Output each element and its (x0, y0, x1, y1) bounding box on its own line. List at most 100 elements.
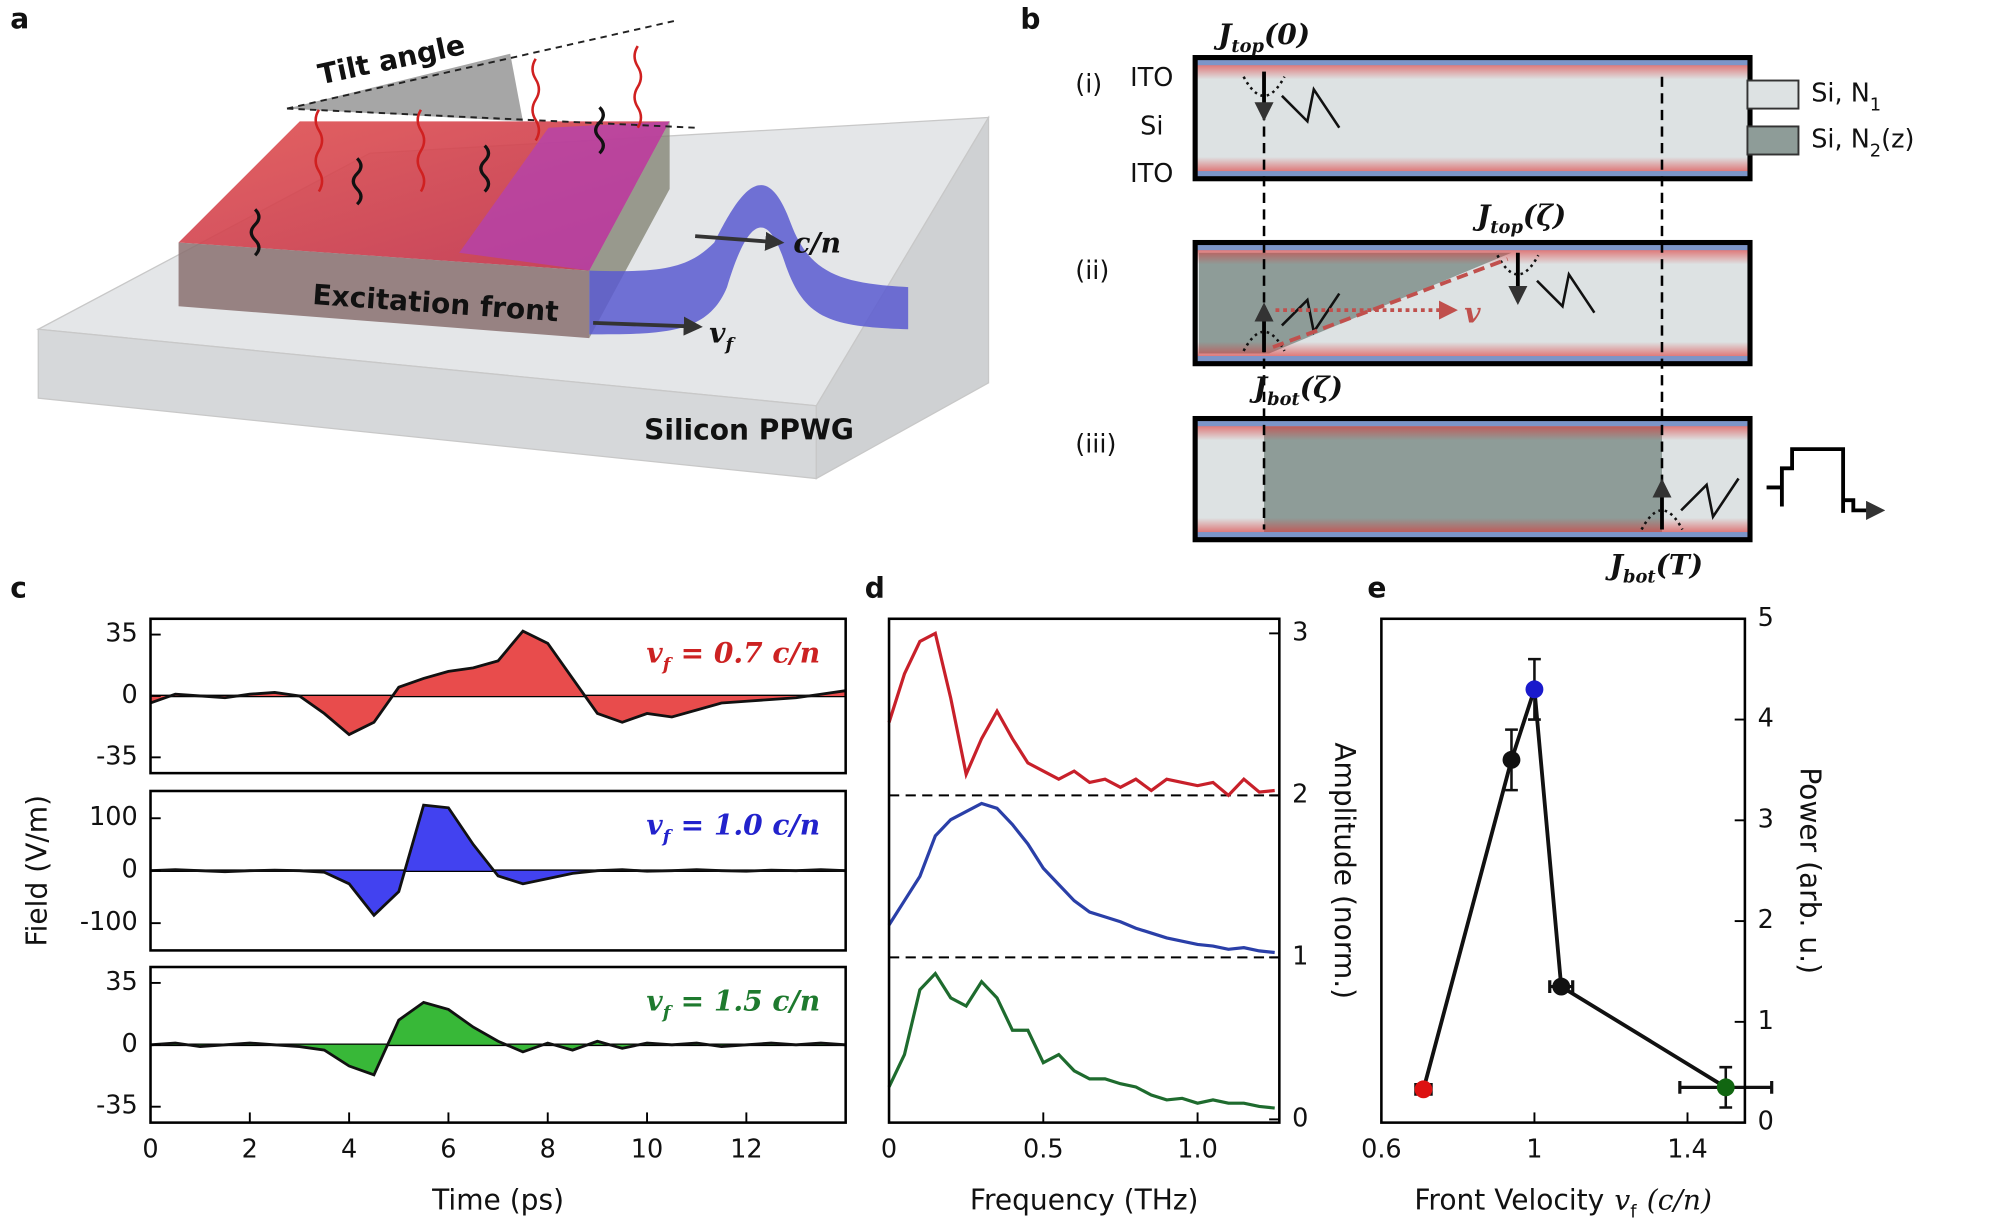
arg: (T) (1656, 548, 1703, 581)
x-tick-label: 0.5 (1023, 1135, 1064, 1165)
y-tick-label: 0 (1758, 1107, 1774, 1137)
layer-label: ITO (1130, 159, 1173, 189)
symbol: J (1472, 199, 1492, 232)
arg: (0) (1264, 17, 1310, 50)
speed-label: c/n (793, 227, 841, 260)
y-tick-label: 1 (1292, 941, 1308, 971)
y-axis-label: Field (V/m) (20, 795, 53, 947)
current-label: Jbot(T) (1605, 548, 1703, 587)
point (1414, 1080, 1433, 1099)
symbol: J (1249, 371, 1269, 404)
y-tick-label: 0 (122, 855, 138, 885)
trace-line (150, 803, 846, 918)
y-tick-label: 100 (89, 802, 138, 832)
trace-label-part: v (646, 808, 663, 841)
panel-label: b (1020, 3, 1040, 36)
trace-label: vf = 1.5 c/n (646, 984, 820, 1023)
y-tick-label: 35 (105, 967, 137, 997)
y-tick-label: 5 (1758, 603, 1774, 633)
diagram-b: (i) (ii) (iii) ITO Si ITO Jtop(0) Jtop(ζ… (1075, 17, 1914, 587)
point (1525, 680, 1544, 699)
legend-label: Si, N1 (1811, 79, 1881, 116)
y-tick-label: 2 (1758, 905, 1774, 935)
row-label: (iii) (1075, 429, 1116, 459)
area (150, 631, 846, 735)
x-tick-label: 6 (440, 1135, 456, 1165)
y-tick-label: 0 (122, 680, 138, 710)
point (1502, 750, 1521, 769)
x-axis-label-part: Front Velocity (1414, 1184, 1604, 1217)
y-tick-label: 0 (122, 1029, 138, 1059)
sub: 1 (1870, 94, 1881, 115)
sub: top (1231, 35, 1264, 56)
arg: (ζ) (1300, 371, 1343, 404)
sub: 2 (1870, 140, 1881, 161)
trace-label-part: f (661, 826, 674, 847)
spectrum-line (887, 631, 1275, 798)
row-label: (i) (1075, 70, 1102, 100)
diagram-a: Tilt angle c/n Excitation front vf Silic… (36, 19, 990, 480)
x-axis-label-part: f (1630, 1201, 1637, 1221)
x-tick-label: 8 (540, 1135, 556, 1165)
trace-line (150, 629, 846, 737)
plot-frame (1380, 617, 1747, 1124)
panel-label: a (10, 3, 29, 36)
x-tick-label: 0 (881, 1135, 897, 1165)
x-axis-label: Time (ps) (431, 1184, 564, 1217)
velocity-label: v (1464, 297, 1481, 330)
point (1716, 1078, 1735, 1097)
y-tick-label: -35 (96, 741, 138, 771)
panel-label: c (10, 571, 27, 604)
x-tick-label: 12 (730, 1135, 762, 1165)
x-axis-label-part: v (1614, 1183, 1630, 1216)
sub: top (1490, 217, 1523, 238)
text: Si, N (1811, 79, 1870, 109)
y-axis-label: Power (arb. u.) (1794, 767, 1827, 974)
point (1552, 977, 1571, 996)
connecting-line (1421, 688, 1727, 1090)
current-label: Jtop(ζ) (1472, 199, 1566, 238)
y-tick-label: 3 (1758, 804, 1774, 834)
x-tick-label: 2 (242, 1135, 258, 1165)
substrate-label: Silicon PPWG (644, 413, 854, 446)
x-tick-label: 0 (142, 1135, 158, 1165)
y-axis-label: Amplitude (norm.) (1328, 742, 1361, 999)
layer-label: Si (1140, 112, 1163, 142)
x-tick-label: 1.4 (1667, 1135, 1708, 1165)
trace-label: vf = 1.0 c/n (646, 808, 820, 847)
text: Si, N (1811, 124, 1870, 154)
x-axis-label: Front Velocity vf (c/n) (1414, 1183, 1712, 1221)
x-tick-label: 1 (1526, 1135, 1542, 1165)
suffix: (z) (1881, 124, 1914, 154)
trace-label-part: v (646, 636, 663, 669)
spectrum-line (887, 970, 1275, 1110)
x-axis-label-part: (c/n) (1647, 1183, 1712, 1216)
slab (1192, 55, 1753, 182)
x-axis-label: Frequency (THz) (970, 1184, 1199, 1217)
sub: bot (1267, 389, 1300, 410)
arg: (ζ) (1523, 199, 1566, 232)
trace-label-part: f (661, 654, 674, 675)
y-tick-label: -100 (80, 907, 138, 937)
plot-frame (887, 617, 1281, 1124)
y-tick-label: 1 (1758, 1006, 1774, 1036)
legend-swatch (1746, 125, 1800, 156)
var: v (709, 316, 726, 349)
trace-label: vf = 0.7 c/n (646, 636, 820, 675)
row-label: (ii) (1075, 256, 1109, 286)
sub: bot (1623, 566, 1656, 587)
symbol: J (1213, 17, 1233, 50)
current-label: Jtop(0) (1213, 17, 1310, 56)
x-tick-label: 10 (631, 1135, 663, 1165)
y-tick-label: -35 (96, 1091, 138, 1121)
symbol: J (1605, 548, 1625, 581)
slab (1192, 415, 1753, 543)
trace-label-part: = 0.7 c/n (681, 636, 821, 669)
spectrum-line (887, 801, 1275, 955)
panel-label: e (1367, 571, 1386, 604)
legend-swatch (1746, 79, 1800, 110)
panel-label: d (865, 571, 885, 604)
trace-line (150, 1000, 846, 1077)
trace-label-part: v (646, 984, 663, 1017)
